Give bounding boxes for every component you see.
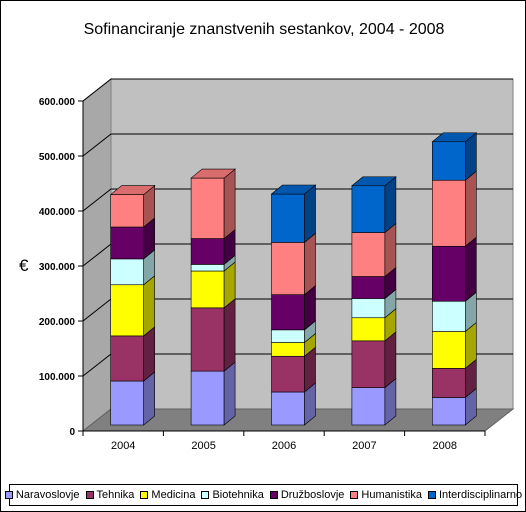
bar-segment: [351, 232, 386, 277]
bar-segment: [431, 331, 466, 369]
bar-segment-side: [384, 331, 397, 389]
gridline: [82, 78, 513, 102]
bar-top: [109, 185, 156, 195]
legend-swatch: [140, 491, 149, 499]
bar-segment: [110, 226, 144, 260]
bar-top: [270, 184, 317, 195]
legend-item: Družboslovje: [269, 489, 345, 501]
bar-top: [190, 168, 236, 179]
bar-segment: [431, 141, 466, 181]
bar-segment: [190, 307, 225, 372]
bar-segment: [110, 194, 144, 228]
chart-title: Sofinanciranje znanstvenih sestankov, 20…: [83, 21, 445, 38]
y-tick-label: 400.000: [39, 207, 76, 218]
bar-segment-side: [143, 275, 155, 337]
x-tick-label: 2008: [433, 440, 457, 452]
legend-item: Medicina: [140, 489, 195, 501]
bar-segment: [190, 270, 225, 309]
bar-segment: [351, 387, 386, 426]
x-tick-label: 2005: [191, 440, 215, 452]
bar-segment: [110, 284, 144, 337]
legend-swatch: [85, 491, 94, 499]
chart-plot: 0 100.000 200.000 300.000 400.000 500.000 600.…: [39, 77, 515, 452]
legend: Naravoslovje Tehnika Medicina Biotehnika Dru…: [4, 484, 522, 506]
legend-label: Biotehnika: [212, 489, 264, 501]
bar-segment: [110, 380, 144, 426]
bar-segment-side: [223, 298, 236, 372]
bar-segment: [351, 317, 386, 342]
bar-segment: [351, 185, 386, 233]
bar-segment-side: [384, 176, 397, 234]
bar-segment: [431, 245, 466, 302]
legend-label: Tehnika: [96, 489, 135, 501]
y-axis-label: €: [19, 256, 29, 275]
bar-top: [351, 176, 397, 187]
y-tick-label: 500.000: [39, 152, 76, 163]
legend-swatch: [269, 491, 278, 499]
bar-segment: [190, 238, 225, 265]
y-tick-label: 200.000: [39, 317, 76, 328]
legend-label: Interdisciplinarno: [438, 489, 523, 501]
bar-segment: [351, 298, 386, 319]
bar-segment-side: [223, 168, 236, 240]
legend-item: Humanistika: [350, 489, 422, 501]
bar-segment-side: [223, 361, 236, 426]
bar-segment-side: [464, 170, 477, 247]
legend-swatch: [427, 491, 436, 499]
bar-segment: [351, 340, 386, 388]
bar-segment: [431, 300, 466, 332]
legend-label: Medicina: [151, 489, 196, 501]
legend-label: Družboslovje: [280, 489, 345, 501]
legend-item: Biotehnika: [201, 489, 264, 501]
bar-segment: [271, 329, 305, 343]
y-tick-label: 100.000: [39, 372, 76, 383]
legend-item: Tehnika: [85, 489, 135, 501]
gridline: [82, 133, 513, 157]
y-tick-label: 0: [69, 427, 75, 438]
legend-label: Humanistika: [361, 489, 422, 501]
bar-segment: [190, 370, 225, 426]
bar-segment-side: [143, 326, 155, 382]
bar-segment: [271, 242, 305, 295]
bar-segment: [431, 397, 466, 426]
bar-segment: [431, 179, 466, 247]
x-tick-label: 2006: [272, 440, 296, 452]
bar-segment: [190, 264, 225, 272]
bar-segment: [110, 258, 144, 286]
bar-segment: [271, 391, 305, 426]
x-tick-label: 2007: [352, 440, 376, 452]
bar-segment: [351, 276, 386, 299]
bar-segment: [271, 355, 305, 393]
x-tick-label: 2004: [111, 440, 135, 452]
bar-segment: [431, 368, 466, 398]
legend-item: Interdisciplinarno: [427, 489, 523, 501]
bar-segment: [271, 193, 305, 243]
bar-segment: [271, 342, 305, 357]
y-tick-label: 600.000: [39, 97, 76, 108]
bar-segment: [190, 177, 225, 239]
legend-label: Naravoslovje: [15, 489, 80, 501]
bar-segment: [271, 294, 305, 331]
legend-item: Naravoslovje: [4, 489, 80, 501]
bar-segment: [110, 335, 144, 382]
bar-segment-side: [304, 232, 316, 296]
y-tick-label: 300.000: [39, 262, 76, 273]
legend-swatch: [201, 491, 210, 499]
bar-top: [431, 132, 478, 143]
bar-segment-side: [304, 184, 316, 244]
bar-segment-side: [464, 236, 477, 302]
legend-swatch: [350, 491, 359, 499]
legend-swatch: [4, 491, 13, 499]
